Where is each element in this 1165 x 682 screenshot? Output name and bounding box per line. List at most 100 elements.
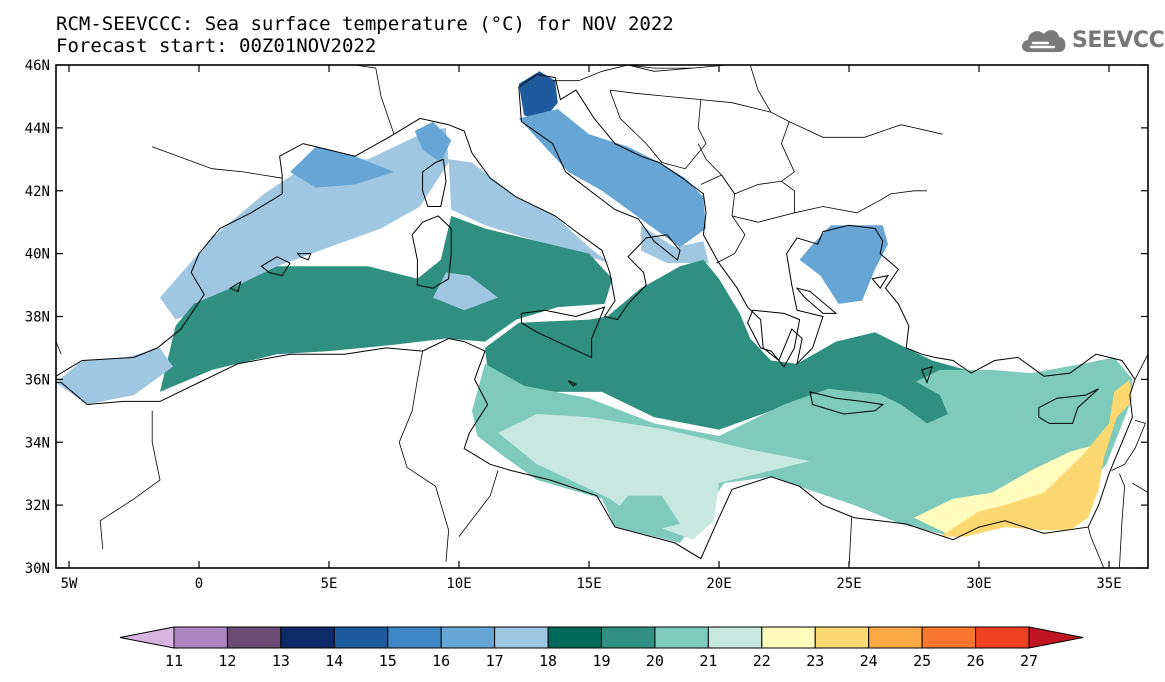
- sst-region-tyrrhenian-north: [448, 159, 610, 264]
- border-bulgaria-romania: [789, 121, 943, 138]
- border-serbia: [697, 99, 795, 195]
- border-algeria-tunisia: [398, 351, 449, 531]
- lat-tick-label: 44N: [25, 121, 50, 137]
- coastline-rhodes: [921, 366, 933, 384]
- chart-title: RCM-SEEVCCC: Sea surface temperature (°C…: [56, 13, 674, 35]
- border-greece-bulgaria: [794, 193, 891, 214]
- coastline-peloponnese: [747, 309, 801, 368]
- sst-region-adriatic-south: [641, 225, 709, 264]
- border-egypt-israel: [1087, 526, 1105, 568]
- colorbar-right-arrow: [1028, 626, 1084, 649]
- colorbar-label: 20: [646, 652, 664, 670]
- colorbar-label: 19: [592, 652, 610, 670]
- border-france-italy: [354, 65, 395, 135]
- colorbar-box: [173, 626, 228, 649]
- lat-tick-label: 42N: [25, 184, 50, 200]
- coastline-corsica: [422, 158, 447, 207]
- sst-fill-layer: [56, 71, 1133, 543]
- sst-region-adriatic: [518, 109, 706, 248]
- border-hungary: [627, 65, 751, 69]
- lat-tick-label: 38N: [25, 310, 50, 326]
- sst-region-alboran: [56, 347, 173, 405]
- border-tunisia-algeria-south: [445, 530, 449, 562]
- colorbar-label: 24: [860, 652, 878, 670]
- border-lebanon-syria: [1111, 419, 1146, 471]
- colorbar-left-arrow: [119, 626, 175, 649]
- sst-region-north-aegean: [799, 225, 888, 304]
- lat-tick-label: 32N: [25, 498, 50, 514]
- colorbar-label: 23: [806, 652, 824, 670]
- lon-tick-label: 15E: [576, 576, 601, 592]
- colorbar-box: [761, 626, 816, 649]
- colorbar-label: 13: [272, 652, 290, 670]
- logo-text: SEEVCCC: [1072, 28, 1165, 53]
- lat-tick-label: 36N: [25, 372, 50, 388]
- sst-region-crete-south: [771, 376, 948, 424]
- lon-tick-label: 20E: [706, 576, 731, 592]
- colorbar-box: [387, 626, 442, 649]
- sst-region-sardinia-east: [433, 272, 498, 311]
- colorbar-box: [921, 626, 977, 649]
- colorbar-box: [814, 626, 870, 649]
- lat-tick-label: 46N: [25, 58, 50, 74]
- border-libya-egypt: [848, 517, 852, 568]
- coastline-cyprus: [1038, 388, 1099, 424]
- lon-tick-label: 5W: [61, 576, 78, 592]
- border-bosnia: [609, 89, 707, 170]
- sst-region-western-basin: [160, 215, 613, 392]
- colorbar-box: [975, 626, 1030, 649]
- colorbar-label: 12: [218, 652, 236, 670]
- border-swiss-austria: [420, 65, 474, 66]
- sst-region-adriatic-north: [518, 71, 558, 122]
- colorbar-label: 15: [379, 652, 397, 670]
- sst-region-gulf-of-lion: [290, 146, 394, 188]
- border-albania: [700, 174, 746, 264]
- coastline-menorca: [296, 253, 312, 261]
- lat-tick-label: 34N: [25, 435, 50, 451]
- colorbar: 11 12 13 14 15 16 17 18 19 20 21 22 23 24 25 26 27: [119, 626, 1084, 670]
- colorbar-box: [440, 626, 496, 649]
- colorbar-label: 25: [913, 652, 931, 670]
- colorbar-box: [226, 626, 282, 649]
- colorbar-label: 26: [967, 652, 985, 670]
- border-layer: [56, 65, 1148, 568]
- chart-subtitle: Forecast start: 00Z01NOV2022: [56, 35, 377, 57]
- lon-tick-label: 10E: [446, 576, 471, 592]
- seevccc-logo: SEEVCCC: [1018, 24, 1165, 58]
- coastline-layer: [56, 73, 1136, 560]
- colorbar-box: [547, 626, 602, 649]
- border-morocco-algeria: [99, 410, 161, 550]
- lat-tick-label: 40N: [25, 247, 50, 263]
- border-macedonia: [731, 180, 795, 223]
- colorbar-label: 22: [753, 652, 771, 670]
- lon-tick-label: 35E: [1096, 576, 1121, 592]
- border-portugal-spain-south: [56, 341, 62, 355]
- colorbar-label: 11: [165, 652, 183, 670]
- border-bulgaria-turkey: [890, 190, 927, 195]
- colorbar-box: [654, 626, 709, 649]
- coastline-malta: [567, 380, 578, 387]
- axes-layer: 46N 44N 42N 40N 38N 36N 34N 32N 30N 5W 0 5E 10E 15E 20…: [25, 58, 1148, 592]
- border-syria-jordan: [1132, 482, 1148, 493]
- border-turkey-syria: [1134, 354, 1148, 380]
- coastline-sardinia: [411, 215, 452, 289]
- cloud-icon: [1022, 30, 1066, 52]
- lon-tick-label: 25E: [836, 576, 861, 592]
- coastline-iberia: [56, 73, 1136, 560]
- lon-tick-label: 5E: [321, 576, 338, 592]
- coastline-euboea: [795, 287, 838, 314]
- border-israel-jordan: [1119, 473, 1126, 568]
- colorbar-box: [601, 626, 656, 649]
- colorbar-label: 27: [1020, 652, 1038, 670]
- coastline-ibiza: [229, 280, 242, 293]
- border-romania-serbia: [749, 65, 772, 113]
- coastline-mallorca: [260, 256, 291, 277]
- sst-region-ligurian: [414, 121, 452, 163]
- lat-tick-label: 30N: [25, 561, 50, 577]
- colorbar-box: [280, 626, 335, 649]
- sst-region-sidra: [615, 495, 680, 531]
- colorbar-label: 14: [325, 652, 343, 670]
- border-slovenia-croatia: [552, 65, 694, 82]
- sst-region-levant-warm: [940, 379, 1133, 537]
